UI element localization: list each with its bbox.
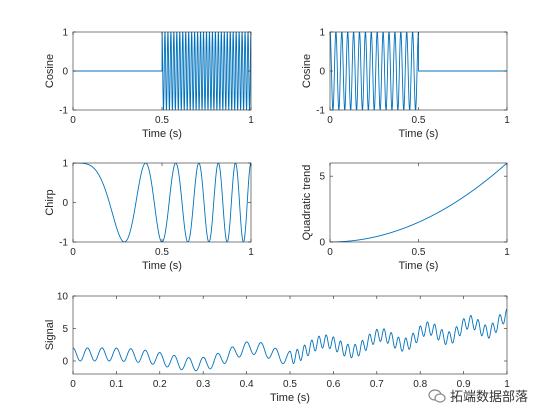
x-tick-label: 0 xyxy=(327,115,333,126)
subplot-4: 0 0.5 1 0 5 Time (s) Quadratic trend xyxy=(301,162,510,272)
axes-box xyxy=(72,162,252,243)
x-tick-label: 0.4 xyxy=(240,379,254,390)
y-tick-label: -1 xyxy=(59,106,68,117)
x-tick-label: 0.6 xyxy=(326,379,340,390)
x-tick-label: 0.5 xyxy=(283,379,297,390)
y-axis-label: Cosine xyxy=(44,54,56,88)
x-axis-label: Time (s) xyxy=(399,260,439,272)
watermark-text: 拓端数据部落 xyxy=(450,390,529,405)
series-line xyxy=(73,308,507,372)
series-line xyxy=(73,163,251,242)
x-tick-label: 1 xyxy=(504,379,510,390)
x-tick-label: 1 xyxy=(248,247,254,258)
x-tick-label: 0 xyxy=(327,247,333,258)
watermark: 拓端数据部落 xyxy=(428,386,528,405)
y-tick-label: -1 xyxy=(59,238,68,249)
y-axis-label: Cosine xyxy=(301,54,313,88)
y-tick-label: 0 xyxy=(62,198,68,209)
x-tick-label: 0.5 xyxy=(155,115,169,126)
y-axis-label: Quadratic trend xyxy=(301,165,313,241)
y-tick-label: 1 xyxy=(62,159,68,170)
y-tick-label: 5 xyxy=(62,324,68,335)
y-tick-label: 0 xyxy=(319,238,325,249)
x-tick-label: 0.2 xyxy=(153,379,167,390)
y-tick-label: 5 xyxy=(319,172,325,183)
series-line xyxy=(330,163,507,242)
x-tick-label: 0.5 xyxy=(155,247,169,258)
y-tick-label: 0 xyxy=(62,67,68,78)
x-axis-label: Time (s) xyxy=(142,260,182,272)
x-tick-label: 0.9 xyxy=(457,379,471,390)
x-tick-label: 0.7 xyxy=(370,379,384,390)
x-tick-label: 0 xyxy=(70,115,76,126)
x-tick-label: 0.5 xyxy=(412,247,426,258)
axes-box xyxy=(329,162,508,243)
x-axis-label: Time (s) xyxy=(142,128,182,140)
x-tick-label: 0 xyxy=(70,379,76,390)
series-line xyxy=(330,32,507,110)
x-tick-label: 0.5 xyxy=(412,115,426,126)
series-line xyxy=(73,32,251,110)
y-tick-label: 1 xyxy=(319,28,325,39)
y-tick-label: -1 xyxy=(316,106,325,117)
x-axis-label: Time (s) xyxy=(270,392,310,404)
wechat-icon xyxy=(428,388,446,403)
y-tick-label: 0 xyxy=(62,357,68,368)
y-tick-label: 10 xyxy=(57,292,69,303)
x-axis-label: Time (s) xyxy=(399,128,439,140)
y-axis-label: Chirp xyxy=(44,189,56,215)
x-tick-label: 0.8 xyxy=(413,379,427,390)
y-tick-label: 1 xyxy=(62,28,68,39)
x-tick-label: 1 xyxy=(504,115,510,126)
x-tick-label: 1 xyxy=(504,247,510,258)
y-tick-label: 0 xyxy=(319,67,325,78)
x-tick-label: 1 xyxy=(248,115,254,126)
x-tick-label: 0.3 xyxy=(196,379,210,390)
x-tick-label: 0.1 xyxy=(109,379,123,390)
x-tick-label: 0 xyxy=(70,247,76,258)
y-axis-label: Signal xyxy=(44,320,56,351)
